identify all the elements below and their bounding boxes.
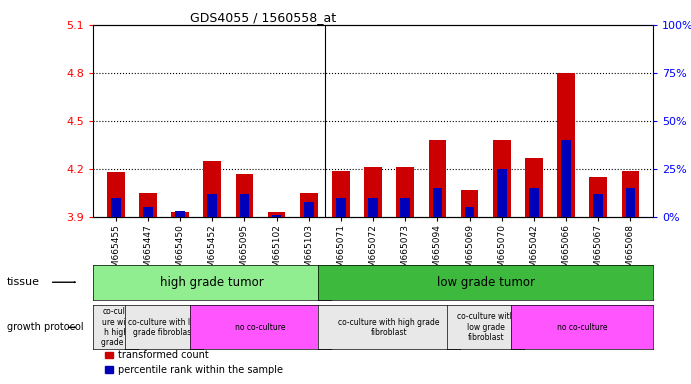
Bar — [589, 177, 607, 217]
Text: co-culture with high grade
fibroblast: co-culture with high grade fibroblast — [339, 318, 440, 337]
Bar — [594, 194, 603, 217]
Text: GDS4055 / 1560558_at: GDS4055 / 1560558_at — [189, 12, 336, 25]
Text: co-cult
ure wit
h high
grade fi: co-cult ure wit h high grade fi — [101, 307, 131, 348]
Bar — [268, 212, 285, 217]
Bar — [107, 172, 124, 217]
Bar — [622, 170, 639, 217]
Bar — [304, 202, 314, 217]
Text: growth protocol: growth protocol — [7, 322, 84, 333]
Bar — [240, 194, 249, 217]
Legend: transformed count, percentile rank within the sample: transformed count, percentile rank withi… — [102, 346, 287, 379]
Text: co-culture with low
grade fibroblast: co-culture with low grade fibroblast — [128, 318, 200, 337]
Bar — [300, 193, 318, 217]
Bar — [143, 207, 153, 217]
Bar — [625, 188, 635, 217]
Bar — [525, 158, 543, 217]
Bar — [493, 140, 511, 217]
Bar — [465, 207, 475, 217]
Bar — [336, 198, 346, 217]
Text: high grade tumor: high grade tumor — [160, 276, 264, 289]
Bar — [428, 140, 446, 217]
Bar — [368, 198, 378, 217]
Bar — [558, 73, 575, 217]
Bar — [461, 190, 478, 217]
Bar — [207, 194, 217, 217]
Bar — [272, 215, 281, 217]
Bar — [171, 212, 189, 217]
Bar — [497, 169, 507, 217]
Text: co-culture with
low grade
fibroblast: co-culture with low grade fibroblast — [457, 313, 515, 342]
Bar — [529, 188, 539, 217]
Bar — [561, 140, 571, 217]
Bar — [176, 211, 185, 217]
Text: tissue: tissue — [7, 277, 40, 287]
Bar — [433, 188, 442, 217]
Bar — [203, 161, 221, 217]
Text: no co-culture: no co-culture — [236, 323, 286, 332]
Text: no co-culture: no co-culture — [557, 323, 607, 332]
Bar — [401, 198, 410, 217]
Bar — [364, 167, 382, 217]
Text: low grade tumor: low grade tumor — [437, 276, 535, 289]
Bar — [139, 193, 157, 217]
Bar — [111, 198, 121, 217]
Bar — [397, 167, 414, 217]
Bar — [332, 170, 350, 217]
Bar — [236, 174, 254, 217]
